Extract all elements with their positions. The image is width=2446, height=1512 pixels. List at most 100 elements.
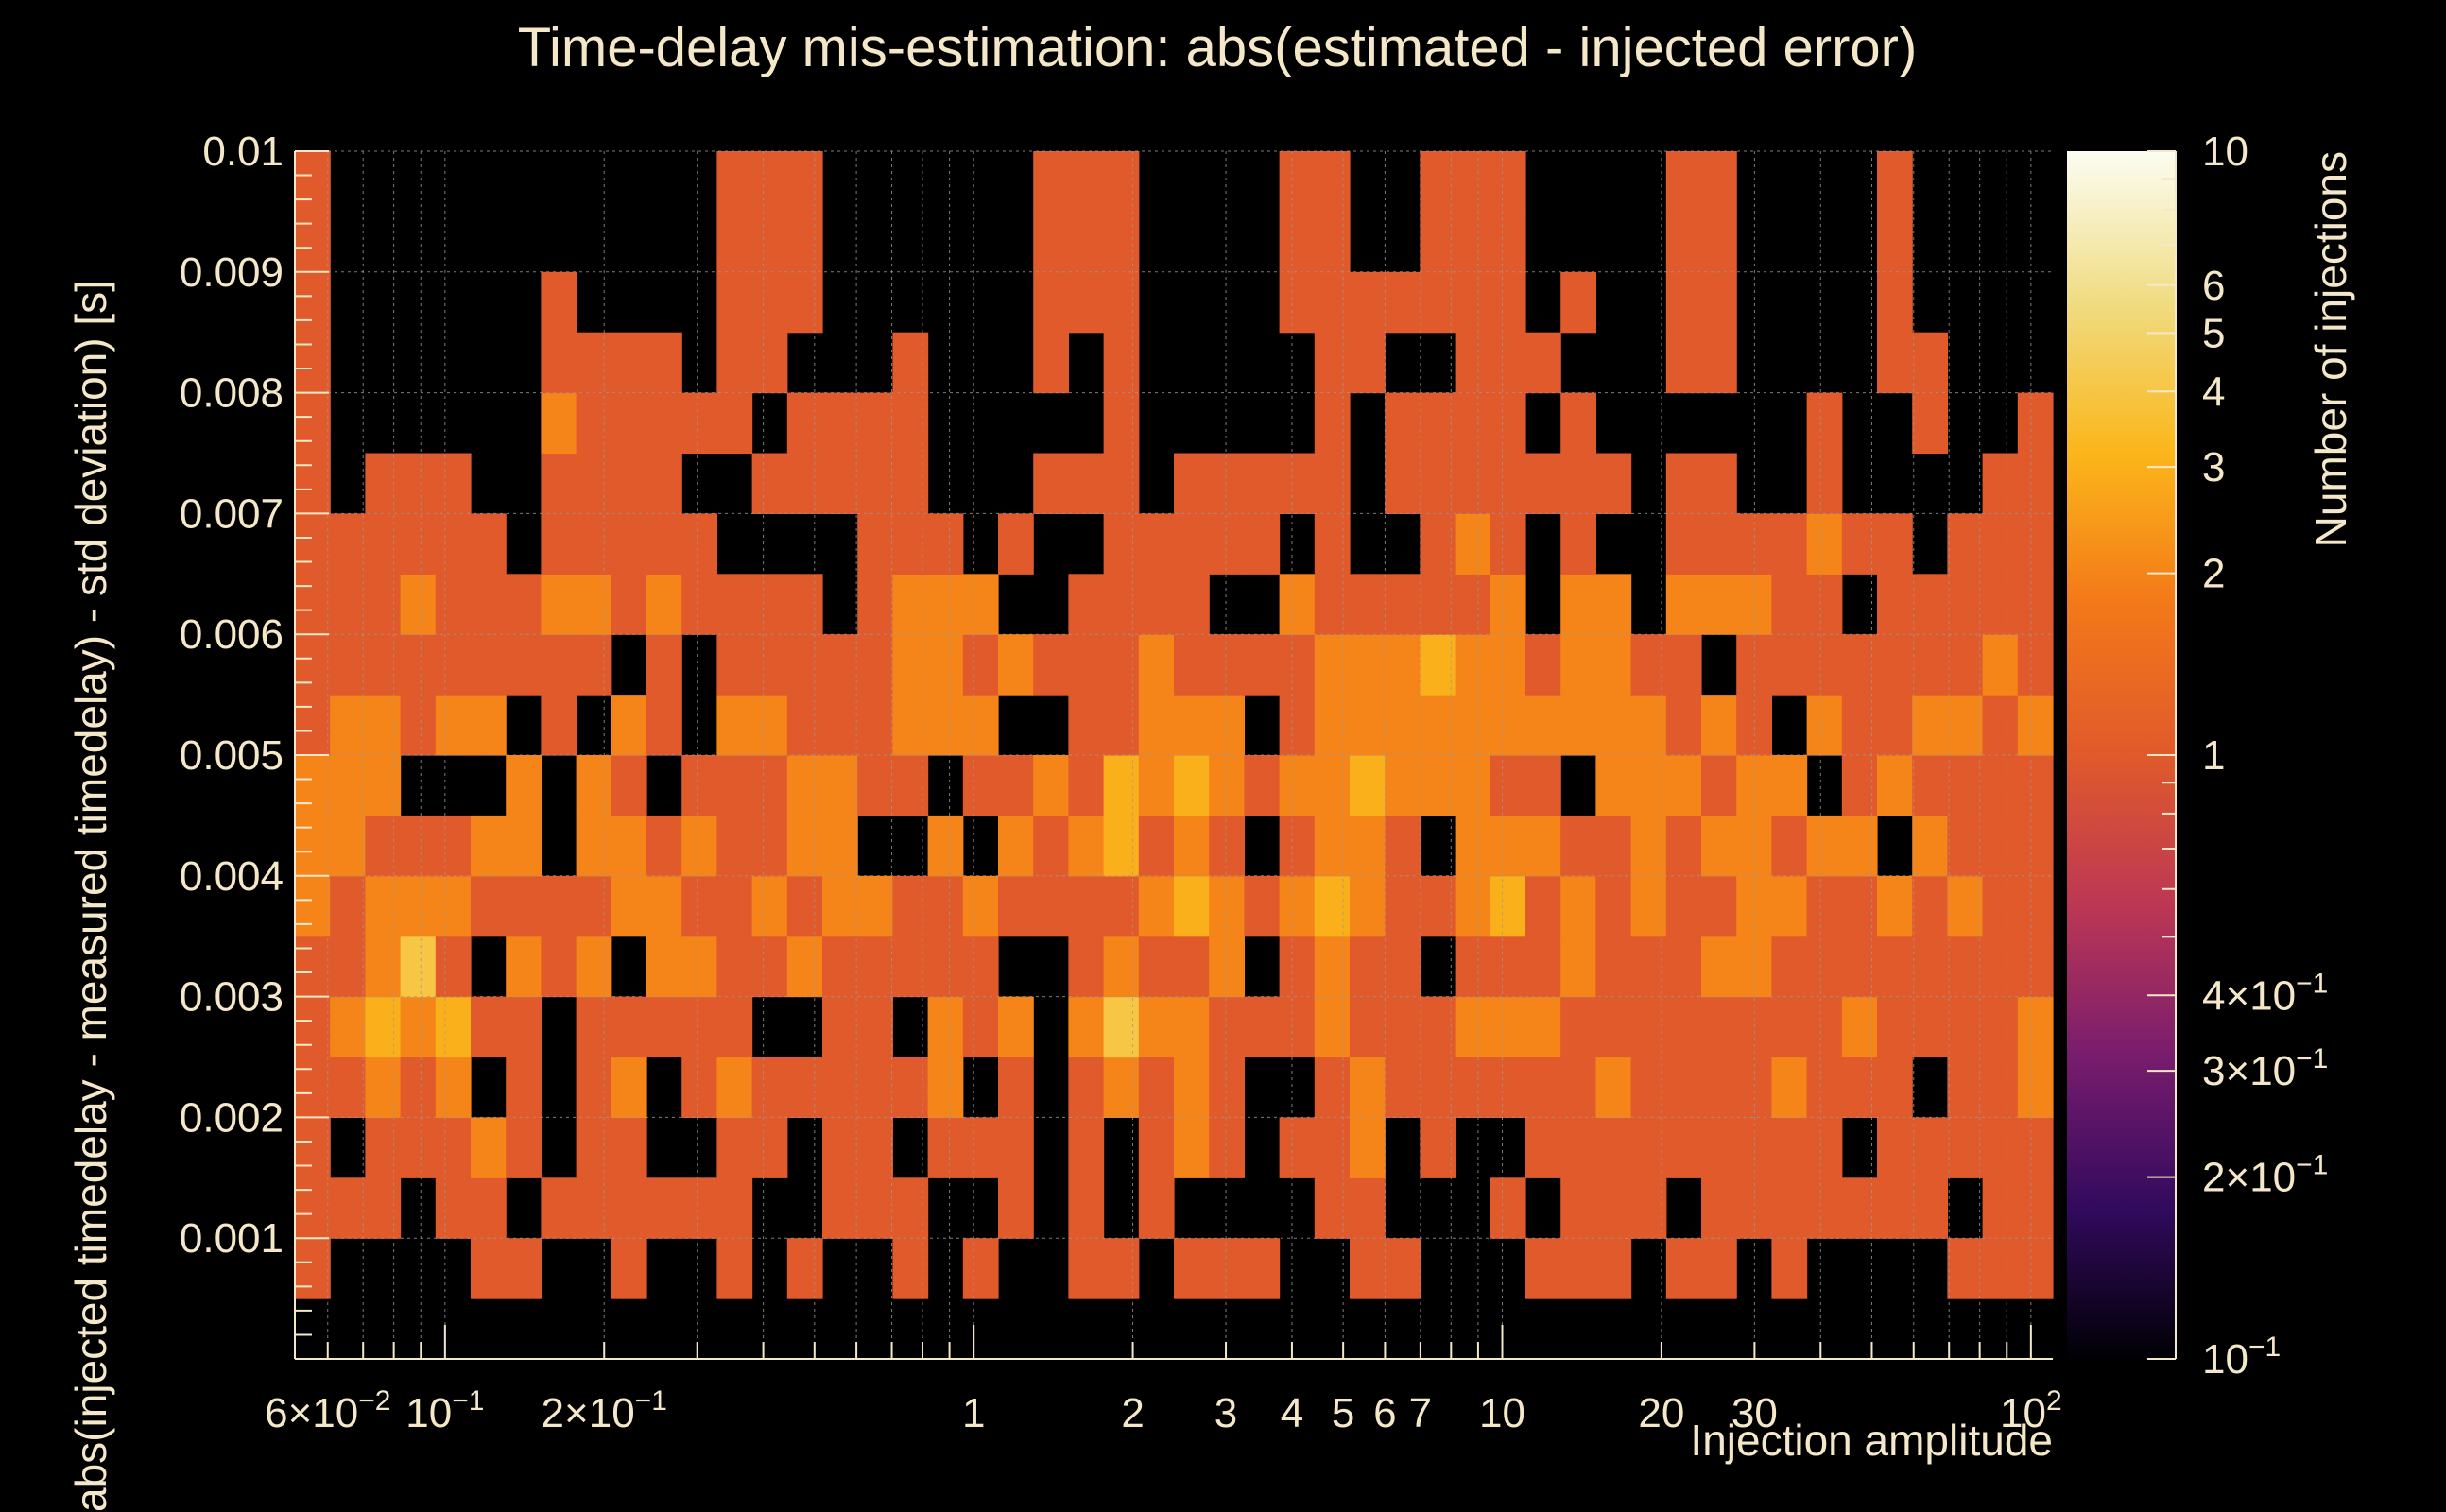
heatmap-cell (1385, 634, 1421, 696)
heatmap-cell (1490, 1057, 1526, 1118)
heatmap-cell (1877, 574, 1913, 635)
heatmap-cell (1385, 1238, 1421, 1299)
heatmap-cell (1806, 1117, 1843, 1178)
heatmap-cell (716, 695, 753, 756)
heatmap-cell (1279, 211, 1316, 273)
heatmap-cell (927, 1057, 964, 1118)
heatmap-cell (998, 1177, 1034, 1239)
heatmap-cell (365, 996, 402, 1058)
heatmap-cell (1103, 996, 1140, 1058)
y-tick-label: 0.003 (180, 974, 284, 1021)
heatmap-cell (1525, 755, 1561, 816)
heatmap-cell (471, 996, 507, 1058)
grid-lines (295, 150, 2053, 1359)
heatmap-cell (1279, 815, 1316, 877)
heatmap-cell (541, 1177, 577, 1239)
heatmap-cell (822, 1057, 858, 1118)
heatmap-cell (1455, 151, 1491, 213)
heatmap-cell (857, 513, 893, 575)
heatmap-cell (1209, 1117, 1245, 1178)
heatmap-cell (1525, 875, 1561, 937)
heatmap-cell (1103, 574, 1140, 635)
heatmap-cell (1314, 875, 1351, 937)
heatmap-cell (1771, 513, 1808, 575)
heatmap-cell (998, 634, 1034, 696)
heatmap-cell (1701, 513, 1737, 575)
heatmap-cell (1455, 453, 1491, 514)
heatmap-cell (611, 1177, 647, 1239)
heatmap-cell (1314, 513, 1351, 575)
heatmap-cell (1877, 634, 1913, 696)
heatmap-cell (1103, 936, 1140, 998)
heatmap-cell (1736, 634, 1772, 696)
heatmap-cell (751, 574, 788, 635)
heatmap-cell (927, 695, 964, 756)
heatmap-cell (295, 151, 331, 213)
heatmap-cell (1982, 936, 2019, 998)
heatmap-cell (1947, 513, 1984, 575)
heatmap-cell (400, 815, 437, 877)
heatmap-cell (1068, 1057, 1105, 1118)
heatmap-cell (1560, 1238, 1596, 1299)
heatmap-cell (1455, 695, 1491, 756)
heatmap-cell (1350, 755, 1386, 816)
x-tick-label: 30 (1731, 1390, 1778, 1436)
heatmap-cell (1947, 1057, 1984, 1118)
heatmap-cell (1630, 875, 1667, 937)
heatmap-cell (1701, 1117, 1737, 1178)
heatmap-cell (962, 1117, 999, 1178)
heatmap-cell (1420, 392, 1456, 455)
heatmap-cell (1385, 936, 1421, 998)
heatmap-cell (1455, 211, 1491, 273)
heatmap-cell (611, 513, 647, 575)
heatmap-cell (1525, 453, 1561, 514)
heatmap-cell (786, 1238, 823, 1299)
heatmap-cell (1350, 875, 1386, 937)
heatmap-cell (2017, 392, 2054, 455)
heatmap-cell (822, 453, 858, 514)
heatmap-cell (1490, 332, 1526, 394)
heatmap-cell (365, 875, 402, 937)
heatmap-cell (1701, 151, 1737, 213)
heatmap-cell (1665, 936, 1702, 998)
heatmap-cell (1068, 271, 1105, 334)
heatmap-cell (1420, 271, 1456, 334)
heatmap-cell (1068, 1177, 1105, 1239)
heatmap-cell (2017, 996, 2054, 1058)
heatmap-cell (1420, 453, 1456, 514)
z-tick-label: 4 (2202, 369, 2225, 415)
heatmap-cell (1560, 271, 1596, 334)
heatmap-cell (1912, 1177, 1948, 1239)
heatmap-cell (1665, 211, 1702, 273)
heatmap-cell (1314, 574, 1351, 635)
heatmap-cell (330, 755, 366, 816)
heatmap-cell (1279, 936, 1316, 998)
heatmap-cell (1174, 755, 1210, 816)
heatmap-cell (471, 634, 507, 696)
heatmap-cell (2017, 695, 2054, 756)
heatmap-cell (330, 695, 366, 756)
heatmap-cell (506, 996, 542, 1058)
heatmap-cell (1455, 513, 1491, 575)
heatmap-cell (786, 211, 823, 273)
heatmap-cell (646, 815, 682, 877)
heatmap-cell (1068, 151, 1105, 213)
heatmap-cell (751, 936, 788, 998)
heatmap-cell (1068, 574, 1105, 635)
heatmap-cell (927, 634, 964, 696)
heatmap-cell (1350, 634, 1386, 696)
heatmap-cell (1771, 1057, 1808, 1118)
heatmap-cell (716, 936, 753, 998)
heatmap-cell (2017, 1117, 2054, 1178)
heatmap-cell (435, 1057, 472, 1118)
heatmap-cell (1209, 695, 1245, 756)
heatmap-cell (1385, 755, 1421, 816)
heatmap-cell (1595, 634, 1632, 696)
heatmap-cell (576, 1057, 612, 1118)
heatmap-cell (1103, 634, 1140, 696)
heatmap-cell (1490, 211, 1526, 273)
heatmap-cell (506, 574, 542, 635)
heatmap-cell (1490, 996, 1526, 1058)
heatmap-cell (330, 574, 366, 635)
